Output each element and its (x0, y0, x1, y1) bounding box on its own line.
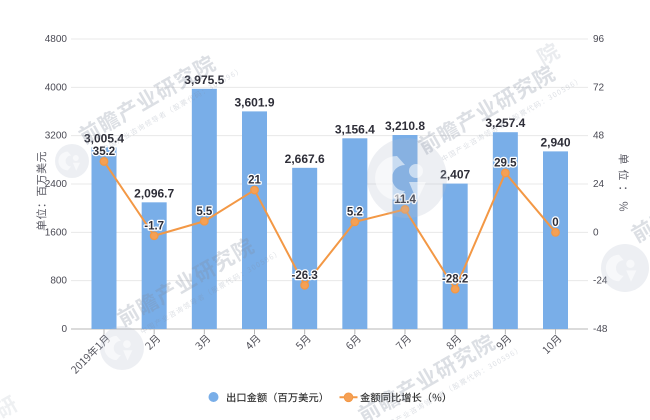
svg-text:3,005.4: 3,005.4 (84, 131, 124, 145)
svg-text:3200: 3200 (45, 131, 68, 142)
svg-text:72: 72 (593, 82, 605, 93)
svg-text:2,096.7: 2,096.7 (134, 186, 174, 200)
svg-text:-48: -48 (593, 324, 608, 335)
svg-text:3,975.5: 3,975.5 (184, 73, 224, 87)
svg-text:0: 0 (593, 227, 599, 238)
svg-text:35.2: 35.2 (93, 146, 115, 158)
svg-text:3,601.9: 3,601.9 (234, 95, 274, 109)
svg-text:4000: 4000 (45, 82, 68, 93)
svg-text:5.2: 5.2 (347, 206, 363, 218)
svg-text:2,667.6: 2,667.6 (285, 152, 325, 166)
svg-text:1600: 1600 (45, 227, 68, 238)
svg-text:3,210.8: 3,210.8 (385, 119, 425, 133)
svg-text:96: 96 (593, 34, 605, 45)
svg-text:48: 48 (593, 131, 605, 142)
svg-text:29.5: 29.5 (494, 157, 517, 169)
svg-text:-1.7: -1.7 (144, 220, 164, 232)
svg-text:21: 21 (248, 175, 261, 187)
svg-text:-24: -24 (593, 276, 608, 287)
svg-text:3,257.4: 3,257.4 (485, 116, 525, 130)
svg-text:24: 24 (593, 179, 605, 190)
svg-text:3,156.4: 3,156.4 (335, 122, 375, 136)
svg-text:0: 0 (552, 217, 558, 229)
svg-text:-26.3: -26.3 (292, 270, 318, 282)
svg-text:5.5: 5.5 (196, 206, 213, 218)
svg-text:4800: 4800 (45, 34, 68, 45)
svg-text:2,940: 2,940 (540, 135, 570, 149)
svg-text:2400: 2400 (45, 179, 68, 190)
svg-text:800: 800 (50, 276, 67, 287)
svg-text:2,407: 2,407 (440, 168, 470, 182)
svg-text:-28.2: -28.2 (442, 274, 468, 286)
svg-text:0: 0 (61, 324, 67, 335)
